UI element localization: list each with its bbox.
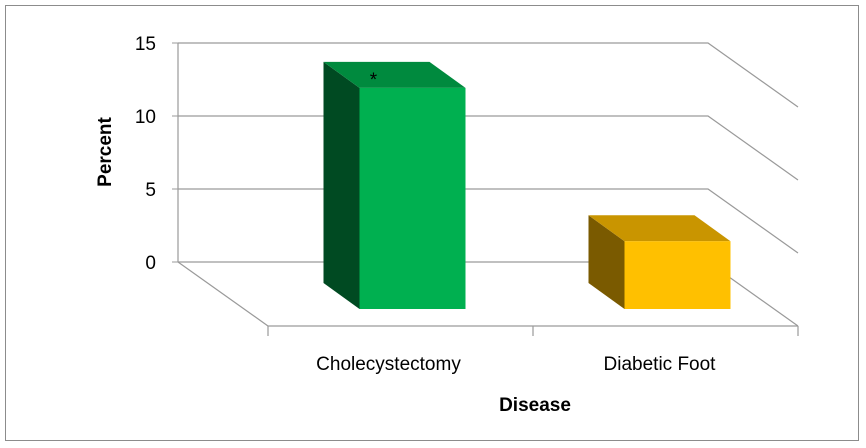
- significance-marker: *: [370, 70, 378, 91]
- x-axis: [267, 326, 799, 336]
- y-tick-label: 5: [145, 180, 156, 201]
- bar-side-face: [323, 61, 360, 310]
- bar-top-face: [323, 61, 466, 88]
- y-axis-ticks: 0 5 10 15: [135, 34, 156, 274]
- category-labels: Cholecystectomy Diabetic Foot: [316, 354, 716, 375]
- bar-diabetic-foot: [588, 215, 731, 309]
- x-category-label: Diabetic Foot: [604, 354, 717, 375]
- y-tick-label: 10: [135, 107, 156, 128]
- bar-cholecystectomy: *: [323, 61, 466, 310]
- y-axis-title: Percent: [95, 116, 116, 186]
- bar-top-face: [588, 215, 731, 242]
- bar-front-face: [359, 87, 466, 310]
- gridline: [178, 42, 799, 108]
- bars: *: [323, 61, 731, 310]
- y-tick-label: 0: [145, 253, 156, 274]
- y-tick-label: 15: [135, 34, 156, 55]
- gridline: [178, 115, 799, 181]
- bar-front-face: [624, 241, 731, 309]
- x-category-label: Cholecystectomy: [316, 354, 461, 375]
- x-axis-title: Disease: [499, 395, 571, 416]
- bar-side-face: [588, 215, 625, 309]
